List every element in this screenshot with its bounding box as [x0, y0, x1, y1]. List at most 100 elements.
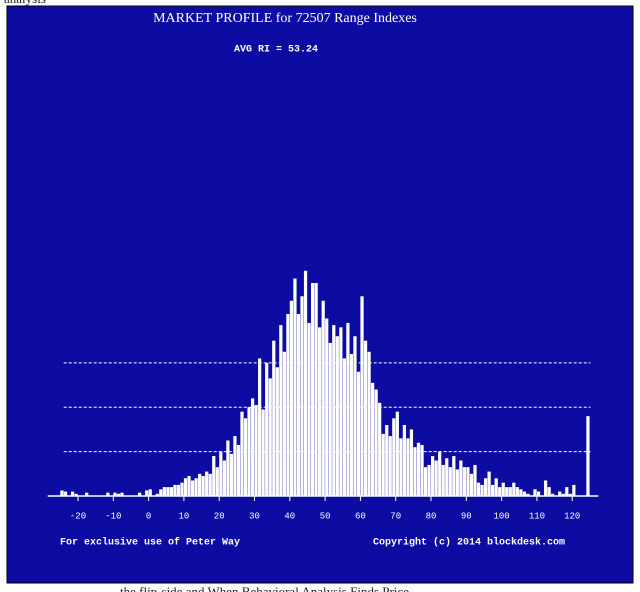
bar — [106, 492, 110, 496]
bar — [388, 436, 392, 496]
bar — [494, 478, 498, 496]
bar — [332, 325, 336, 496]
bar — [307, 322, 311, 496]
x-tick-label: -20 — [70, 511, 86, 521]
bar — [116, 493, 121, 496]
bar — [233, 436, 237, 496]
bar — [515, 487, 519, 496]
bar — [378, 402, 382, 496]
bar — [508, 487, 512, 496]
bar — [240, 411, 244, 496]
bar — [310, 282, 315, 496]
bar — [113, 492, 117, 496]
bar — [565, 487, 569, 496]
bar — [371, 382, 375, 496]
top-text: analysis — [4, 0, 46, 6]
bar — [431, 456, 435, 496]
bar — [349, 353, 354, 496]
bar — [498, 487, 502, 496]
bar — [476, 482, 481, 496]
bar — [483, 478, 488, 496]
bar — [190, 480, 195, 496]
x-tick-label: 70 — [390, 511, 401, 521]
bar — [314, 282, 318, 496]
bar — [536, 491, 541, 496]
bar — [176, 484, 181, 496]
bar — [173, 484, 177, 496]
bar — [254, 405, 258, 496]
bar — [325, 318, 329, 496]
bar — [416, 442, 421, 496]
bar — [473, 464, 477, 496]
bar — [342, 358, 346, 496]
bar — [409, 429, 414, 496]
bar — [145, 490, 149, 496]
bar — [367, 351, 371, 496]
chart-title: MARKET PROFILE for 72507 Range Indexes — [153, 11, 417, 26]
bar — [155, 493, 159, 496]
bar — [522, 491, 527, 496]
bar — [353, 336, 357, 496]
x-tick-label: 10 — [178, 511, 189, 521]
bar — [420, 444, 424, 496]
x-tick-label: 20 — [214, 511, 225, 521]
bar — [74, 493, 78, 496]
bar — [505, 487, 509, 496]
bar — [215, 467, 219, 496]
bar — [318, 327, 322, 496]
bar — [558, 491, 562, 496]
bar — [427, 464, 431, 496]
bar — [222, 460, 226, 496]
bar — [568, 493, 572, 496]
bar — [183, 478, 188, 496]
x-tick-label: 100 — [494, 511, 510, 521]
x-tick-label: 120 — [564, 511, 580, 521]
bar — [434, 460, 438, 496]
bar — [480, 484, 484, 496]
bottom-text: the flip-side and When Behavioral Analys… — [120, 584, 409, 592]
bar — [459, 460, 463, 496]
bar — [356, 371, 361, 496]
bar — [339, 327, 343, 496]
bar — [399, 438, 403, 496]
bar — [406, 438, 410, 496]
chart-subtitle: AVG RI = 53.24 — [234, 45, 318, 56]
bar — [526, 493, 530, 496]
bar — [455, 469, 459, 496]
bar — [272, 340, 276, 496]
bar — [363, 340, 368, 496]
bar — [360, 296, 364, 496]
bar — [296, 314, 301, 496]
bar — [491, 484, 495, 496]
bar — [321, 300, 325, 496]
bar — [180, 482, 184, 496]
bar — [247, 407, 251, 496]
bar — [533, 489, 537, 496]
bar — [328, 342, 332, 496]
x-tick-label: 50 — [320, 511, 331, 521]
x-tick-label: 60 — [355, 511, 366, 521]
bar — [194, 478, 198, 496]
bar — [268, 378, 272, 496]
footer-left: For exclusive use of Peter Way — [60, 537, 240, 549]
x-tick-label: 80 — [426, 511, 437, 521]
x-tick-label: 40 — [284, 511, 295, 521]
bar — [60, 490, 64, 496]
x-tick-label: 30 — [249, 511, 260, 521]
bar — [438, 451, 442, 496]
bar — [487, 471, 491, 496]
bar — [236, 444, 241, 496]
bar — [250, 398, 255, 496]
bar — [293, 278, 297, 496]
bar — [120, 492, 124, 496]
bar — [462, 467, 467, 496]
bar — [423, 467, 428, 496]
bar — [547, 487, 551, 496]
bar — [70, 491, 75, 496]
bar — [469, 473, 474, 496]
bar — [229, 453, 234, 496]
bar — [413, 447, 417, 496]
bar — [166, 487, 170, 496]
bar — [187, 476, 191, 496]
bar — [201, 476, 205, 496]
